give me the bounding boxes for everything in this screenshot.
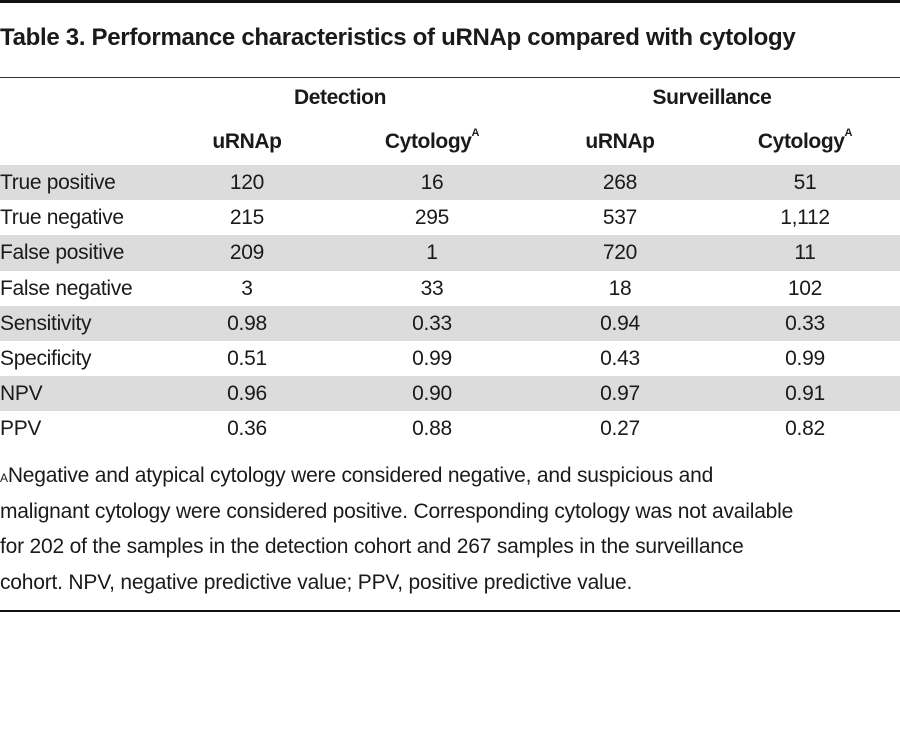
footnote-text: Negative and atypical cytology were cons… (7, 464, 714, 487)
table-cell: 1 (426, 241, 438, 265)
table-cell: 0.98 (227, 311, 267, 335)
table-cell: 51 (793, 171, 817, 194)
row-label: True positive (0, 171, 116, 194)
table-cell: 0.97 (600, 382, 640, 406)
table-body: True positive 120 16 268 51 True negativ… (0, 165, 900, 447)
row-label: False negative (0, 276, 133, 300)
table-cell: 0.36 (227, 417, 267, 441)
table-cell: 0.27 (600, 417, 640, 441)
table-cell: 295 (414, 206, 450, 230)
table-cell: 0.90 (412, 382, 452, 406)
table-title: Table 3. Performance characteristics of … (0, 24, 796, 51)
table-cell: 0.33 (785, 311, 825, 335)
table-row: False negative 3 33 18 102 (0, 271, 900, 306)
column-footnote-mark: A (471, 127, 480, 139)
table-cell: 537 (602, 206, 638, 230)
table-cell: 16 (420, 171, 444, 194)
column-header-label: Cytology (384, 130, 472, 153)
column-footnote-mark: A (844, 127, 853, 139)
column-header-surveillance-cytology: CytologyA (745, 127, 865, 154)
column-header-label: Cytology (757, 130, 845, 153)
bottom-rule (0, 610, 900, 612)
footnote-line: for 202 of the samples in the detection … (0, 535, 744, 558)
row-label: Sensitivity (0, 311, 92, 335)
table-row: NPV 0.96 0.90 0.97 0.91 (0, 376, 900, 412)
top-rule (0, 0, 900, 3)
table-cell: 33 (420, 276, 444, 300)
column-header-detection-cytology: CytologyA (372, 127, 492, 154)
group-header-detection: Detection (293, 86, 387, 109)
title-rule (0, 77, 900, 78)
table-cell: 215 (229, 206, 265, 230)
table-cell: 209 (229, 241, 265, 265)
table-row: False positive 209 1 720 11 (0, 235, 900, 271)
footnote-mark: A (0, 471, 8, 485)
table-row: Specificity 0.51 0.99 0.43 0.99 (0, 341, 900, 376)
table-cell: 268 (602, 171, 638, 194)
group-header-surveillance: Surveillance (652, 86, 772, 109)
table-cell: 0.51 (227, 346, 267, 370)
row-label: Specificity (0, 346, 92, 370)
table-cell: 18 (608, 276, 632, 300)
table-footnote: ANegative and atypical cytology were con… (0, 458, 900, 600)
table-cell: 0.94 (600, 311, 640, 335)
table-row: Sensitivity 0.98 0.33 0.94 0.33 (0, 305, 900, 341)
table-cell: 120 (229, 171, 265, 194)
footnote-line: ANegative and atypical cytology were con… (0, 458, 900, 494)
table-cell: 0.43 (600, 346, 640, 370)
footnote-line: cohort. NPV, negative predictive value; … (0, 570, 633, 594)
table-row: True positive 120 16 268 51 (0, 165, 900, 201)
row-label: PPV (0, 417, 42, 441)
column-header-label: uRNAp (585, 130, 655, 153)
table-cell: 0.82 (785, 417, 825, 441)
table-row: True negative 215 295 537 1,112 (0, 200, 900, 235)
table-cell: 3 (241, 276, 253, 300)
table-cell: 1,112 (780, 206, 830, 230)
table-cell: 0.99 (785, 346, 825, 370)
column-header-surveillance-urnap: uRNAp (560, 130, 680, 154)
column-header-detection-urnap: uRNAp (187, 130, 307, 154)
table-cell: 0.88 (412, 417, 452, 441)
table-cell: 102 (787, 276, 823, 300)
table-cell: 0.99 (412, 346, 452, 370)
table-cell: 0.96 (227, 382, 267, 406)
footnote-line: malignant cytology were considered posit… (0, 499, 794, 523)
row-label: True negative (0, 206, 124, 230)
table-cell: 0.91 (785, 382, 825, 406)
row-label: False positive (0, 241, 125, 265)
table-cell: 0.33 (412, 311, 452, 335)
table-cell: 11 (794, 241, 816, 265)
column-header-label: uRNAp (212, 130, 282, 153)
table-cell: 720 (602, 241, 638, 265)
table-row: PPV 0.36 0.88 0.27 0.82 (0, 411, 900, 446)
row-label: NPV (0, 382, 43, 406)
